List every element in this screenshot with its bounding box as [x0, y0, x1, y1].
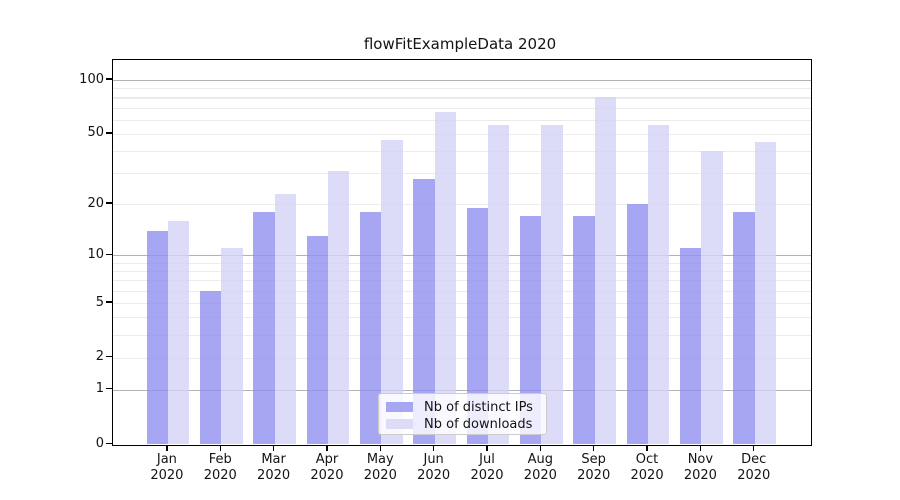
plot-area — [111, 58, 812, 446]
x-tick-label-apr: Apr 2020 — [310, 452, 344, 483]
y-tick-mark-10 — [105, 253, 112, 255]
y-tick-label-1: 1 — [95, 381, 104, 397]
x-tick-label-may: May 2020 — [363, 452, 397, 483]
gridline-minor-20 — [112, 204, 811, 206]
x-tick-mark-aug — [539, 445, 541, 451]
x-tick-label-mar: Mar 2020 — [257, 452, 291, 483]
bar-downloads-feb — [221, 248, 243, 445]
legend-swatch-distinct-ips — [386, 402, 413, 412]
legend-label-downloads: Nb of downloads — [424, 416, 533, 432]
gridline-minor-90 — [112, 88, 811, 90]
gridline-minor-3 — [112, 335, 811, 337]
gridline-minor-70 — [112, 107, 811, 109]
legend-entry-distinct-ips: Nb of distinct IPs — [386, 399, 538, 415]
bar-distinct-ips-dec — [733, 211, 755, 445]
y-tick-mark-20 — [105, 202, 112, 204]
gridline-major-1 — [112, 389, 811, 391]
legend-entry-downloads: Nb of downloads — [386, 416, 538, 432]
bar-downloads-oct — [648, 125, 670, 445]
gridline-minor-8 — [112, 270, 811, 273]
x-tick-label-jun: Jun 2020 — [417, 452, 451, 483]
bar-downloads-dec — [754, 142, 777, 445]
bar-downloads-sep — [594, 97, 616, 445]
gridline-minor-30 — [112, 173, 811, 175]
x-tick-label-feb: Feb 2020 — [203, 452, 237, 483]
bar-distinct-ips-jan — [146, 230, 168, 445]
bar-distinct-ips-jun — [413, 178, 435, 445]
gridline-minor-5 — [112, 303, 811, 305]
bar-downloads-apr — [327, 170, 350, 445]
x-tick-mark-oct — [646, 445, 648, 451]
gridline-minor-80 — [112, 97, 811, 99]
gridline-minor-4 — [112, 317, 811, 319]
bar-distinct-ips-sep — [573, 216, 595, 445]
bar-distinct-ips-oct — [626, 204, 649, 445]
y-tick-mark-5 — [105, 301, 112, 303]
y-tick-label-50: 50 — [87, 125, 104, 141]
x-tick-label-jul: Jul 2020 — [470, 452, 504, 483]
gridline-minor-7 — [112, 280, 811, 282]
chart-title: flowFitExampleData 2020 — [363, 35, 557, 53]
bar-downloads-jul — [488, 125, 510, 445]
gridline-minor-50 — [112, 133, 811, 136]
bar-downloads-may — [381, 140, 403, 445]
x-tick-mark-jun — [433, 445, 435, 451]
bar-distinct-ips-nov — [680, 248, 702, 445]
bar-distinct-ips-mar — [253, 211, 275, 445]
x-tick-mark-dec — [753, 445, 755, 451]
y-tick-label-5: 5 — [95, 294, 104, 310]
x-tick-mark-nov — [699, 445, 702, 451]
y-tick-mark-1 — [105, 388, 112, 390]
x-tick-label-jan: Jan 2020 — [150, 452, 184, 483]
bar-distinct-ips-apr — [306, 236, 328, 445]
y-tick-mark-2 — [105, 356, 112, 358]
y-tick-label-2: 2 — [95, 349, 104, 365]
bar-downloads-mar — [274, 193, 296, 445]
x-tick-label-oct: Oct 2020 — [630, 452, 664, 483]
gridline-minor-60 — [112, 119, 811, 121]
gridline-minor-2 — [112, 357, 811, 359]
x-tick-label-nov: Nov 2020 — [683, 452, 717, 483]
x-tick-mark-jan — [166, 445, 168, 451]
y-tick-label-0: 0 — [95, 436, 104, 451]
legend-swatch-downloads — [386, 419, 413, 429]
y-tick-mark-0 — [105, 442, 112, 445]
gridline-major-100 — [112, 80, 811, 82]
bar-distinct-ips-jul — [466, 207, 488, 445]
x-tick-mark-sep — [593, 445, 595, 451]
bar-distinct-ips-may — [360, 211, 382, 445]
bar-downloads-aug — [541, 125, 563, 445]
bar-downloads-jan — [167, 220, 190, 445]
x-tick-mark-feb — [219, 445, 221, 451]
x-tick-label-aug: Aug 2020 — [523, 452, 557, 483]
x-tick-mark-apr — [326, 445, 328, 451]
y-tick-label-10: 10 — [87, 246, 104, 262]
gridline-minor-6 — [112, 290, 811, 292]
bar-distinct-ips-feb — [199, 290, 222, 445]
x-tick-label-sep: Sep 2020 — [577, 452, 611, 483]
y-tick-label-100: 100 — [79, 71, 104, 87]
x-tick-mark-may — [379, 445, 381, 451]
y-tick-mark-100 — [105, 78, 112, 80]
gridline-major-10 — [112, 255, 811, 257]
y-tick-label-20: 20 — [87, 195, 104, 211]
x-tick-mark-jul — [486, 445, 488, 451]
x-tick-label-dec: Dec 2020 — [737, 452, 771, 483]
gridline-minor-9 — [112, 262, 811, 264]
bar-distinct-ips-aug — [520, 216, 542, 445]
gridline-minor-40 — [112, 151, 811, 153]
bar-downloads-jun — [434, 112, 456, 445]
y-tick-mark-50 — [105, 132, 112, 134]
legend-label-distinct-ips: Nb of distinct IPs — [424, 399, 533, 415]
legend: Nb of distinct IPs Nb of downloads — [378, 393, 547, 435]
bar-downloads-nov — [701, 151, 723, 445]
x-tick-mark-mar — [272, 445, 275, 451]
